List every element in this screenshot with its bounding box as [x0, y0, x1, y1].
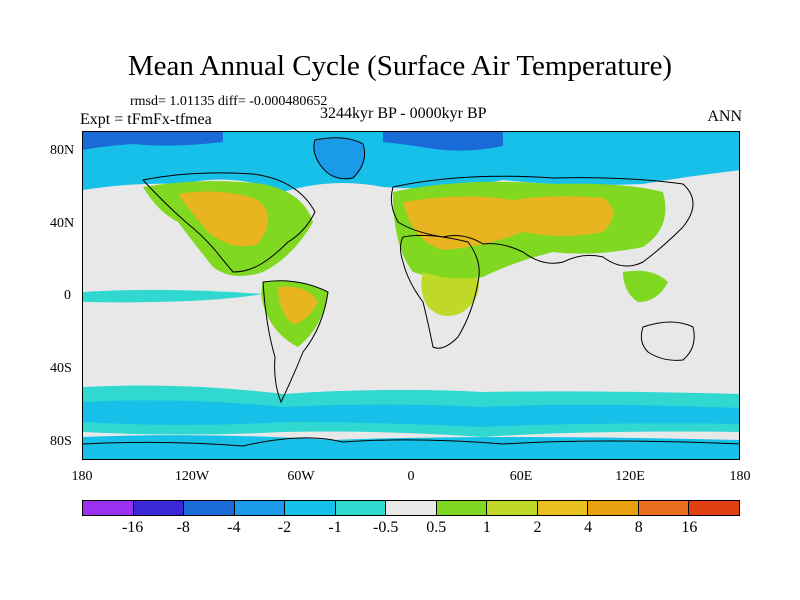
colorbar-label: -8 — [176, 519, 190, 536]
coast-antarctica — [83, 437, 739, 447]
colorbar-box — [133, 501, 185, 515]
lon-label-180e: 180 — [729, 469, 751, 484]
colorbar-box — [588, 501, 639, 515]
lon-label-60w: 60W — [287, 469, 315, 484]
colorbar-box — [335, 501, 387, 515]
arctic-deep-cool — [383, 132, 503, 151]
equatorial-cool-band — [83, 289, 263, 303]
colorbar-box — [234, 501, 286, 515]
coast-africa — [400, 234, 480, 349]
colorbar-box — [386, 501, 437, 515]
southern-ocean-mid — [83, 400, 739, 427]
colorbar-label: 0.5 — [426, 519, 447, 536]
colorbar — [82, 500, 740, 516]
experiment-label: Expt = tFmFx-tfmea — [80, 111, 212, 128]
colorbar-box — [689, 501, 739, 515]
map-title: Mean Annual Cycle (Surface Air Temperatu… — [127, 50, 673, 82]
coast-north-america — [142, 172, 316, 273]
colorbar-box — [537, 501, 589, 515]
colorbar-label: -16 — [121, 519, 144, 536]
colorbar-box — [285, 501, 336, 515]
colorbar-box — [83, 501, 134, 515]
lon-label-0: 0 — [407, 469, 415, 484]
colorbar-label: 1 — [482, 519, 491, 536]
colorbar-label: -1 — [328, 519, 342, 536]
colorbar-label: -2 — [277, 519, 292, 536]
season-label: ANN — [707, 108, 742, 125]
colorbar-label: 16 — [681, 519, 698, 536]
south-america-warm-core — [278, 286, 318, 324]
lon-label-120e: 120E — [615, 469, 645, 484]
time-period-label: 3244kyr BP - 0000kyr BP — [320, 105, 487, 122]
lat-label-80s: 80S — [50, 434, 72, 449]
colorbar-label: -0.5 — [373, 519, 399, 536]
rmsd-diff-stats: rmsd= 1.01135 diff= -0.000480652 — [130, 94, 328, 109]
eurasia-warm-core — [403, 196, 613, 250]
lat-label-80n: 80N — [50, 143, 75, 158]
antarctica-cool — [83, 435, 739, 459]
africa-warm — [421, 272, 479, 316]
se-asia-warm — [623, 270, 668, 302]
lat-label-40n: 40N — [50, 216, 75, 231]
colorbar-box — [638, 501, 690, 515]
colorbar-box — [184, 501, 235, 515]
colorbar-box — [487, 501, 538, 515]
colorbar-label: 2 — [533, 519, 542, 536]
lat-label-0: 0 — [64, 288, 71, 303]
temperature-map — [82, 131, 740, 460]
colorbar-label: 8 — [634, 519, 643, 536]
lon-label-60e: 60E — [509, 469, 533, 484]
map-canvas — [83, 132, 739, 459]
north-america-warm-core — [178, 191, 268, 247]
lon-label-180w: 180 — [71, 469, 93, 484]
coast-greenland — [313, 137, 366, 180]
coastlines — [83, 137, 739, 447]
lon-label-120w: 120W — [174, 469, 210, 484]
coast-australia — [640, 321, 695, 361]
lat-label-40s: 40S — [50, 361, 72, 376]
colorbar-label: -4 — [227, 519, 241, 536]
greenland-ice — [313, 137, 365, 179]
coast-south-america — [262, 280, 329, 404]
colorbar-label: 4 — [584, 519, 593, 536]
colorbar-box — [436, 501, 488, 515]
arctic-cool-band — [83, 132, 739, 192]
arctic-deep-cool-2 — [83, 132, 223, 150]
